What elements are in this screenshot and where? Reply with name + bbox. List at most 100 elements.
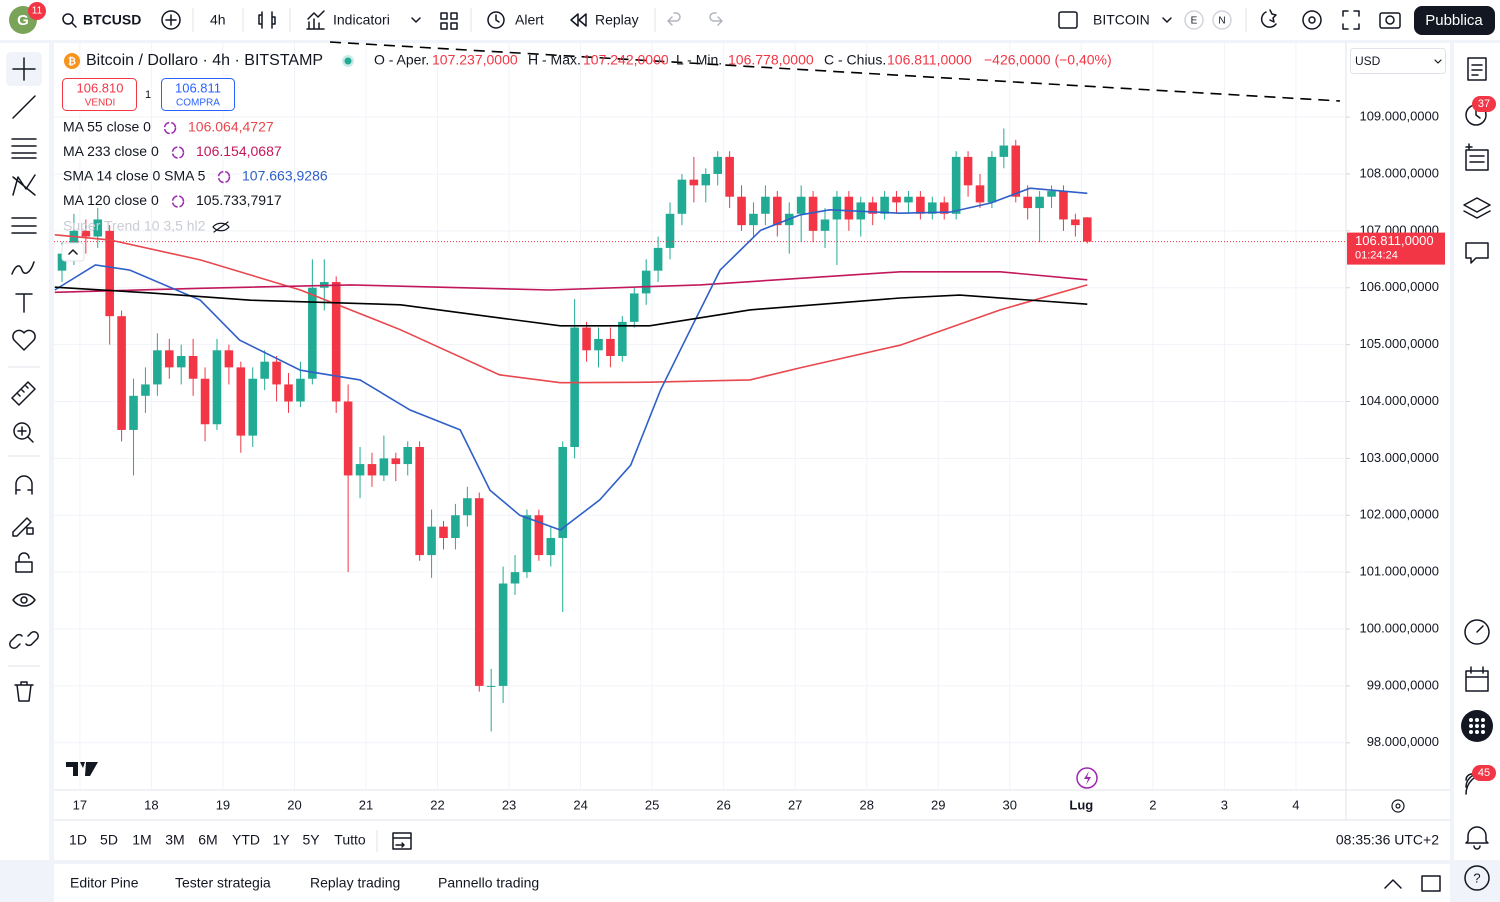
forecast-tool[interactable] (11, 217, 37, 234)
range-button[interactable]: 1D (69, 832, 87, 848)
news-panel[interactable] (1465, 143, 1489, 171)
magnet-tool[interactable] (15, 475, 33, 495)
symbol-search[interactable]: BTCUSD (83, 12, 141, 28)
brush-tool[interactable] (11, 261, 35, 275)
last-price-label: 106.811,0000 (1355, 233, 1434, 248)
y-tick-label: 101.000,0000 (1359, 564, 1439, 579)
candle-body (713, 156, 722, 174)
bottom-tab[interactable]: Tester strategia (175, 875, 271, 891)
pattern-tool[interactable] (12, 174, 36, 196)
indicator-sync-icon (171, 146, 185, 159)
quick-search-icon[interactable] (1260, 9, 1277, 28)
indicator-name[interactable]: MA 233 close 0 (63, 143, 159, 159)
currency-select[interactable] (1350, 48, 1446, 74)
axis-settings[interactable] (1391, 799, 1405, 813)
bottom-panel (54, 864, 1450, 902)
settings-icon[interactable] (1302, 10, 1322, 30)
layouts-icon[interactable] (440, 12, 458, 30)
n-badge[interactable] (1212, 10, 1232, 30)
chat-panel[interactable] (1465, 242, 1489, 264)
snapshot-icon[interactable] (1379, 12, 1401, 29)
visibility-tool[interactable] (12, 593, 36, 607)
delete-tool[interactable] (14, 681, 34, 702)
bottom-tab[interactable]: Editor Pine (70, 875, 139, 891)
candle-body (916, 196, 925, 214)
fullscreen-icon[interactable] (1342, 10, 1360, 30)
right-divider (1450, 40, 1454, 902)
indicator-name[interactable]: SMA 14 close 0 SMA 5 (63, 168, 206, 184)
range-button[interactable]: 3M (165, 832, 184, 848)
candle-body (546, 538, 556, 556)
compare-icon[interactable] (161, 10, 181, 30)
calendar-panel[interactable] (1465, 666, 1489, 692)
zoom-tool[interactable] (13, 422, 31, 440)
watchlist-button[interactable]: BITCOIN (1093, 12, 1150, 28)
redo-icon[interactable] (709, 12, 723, 26)
crosshair-tool[interactable] (12, 57, 36, 81)
range-button[interactable]: 5Y (302, 832, 320, 848)
candle-body (761, 196, 770, 214)
alerts-badge (1472, 96, 1496, 112)
replay-icon[interactable] (570, 13, 587, 27)
bottom-tab[interactable]: Pannello trading (438, 875, 539, 891)
link-tool[interactable] (9, 631, 39, 649)
dropdown-arrow (411, 17, 421, 23)
layers-panel[interactable] (1463, 197, 1491, 219)
lock-tool[interactable] (15, 552, 33, 573)
y-tick-label: 104.000,0000 (1359, 393, 1439, 408)
help-panel[interactable] (1464, 865, 1490, 891)
indicators-icon[interactable] (306, 10, 325, 30)
range-button[interactable]: 1M (132, 832, 151, 848)
indicator-value: 106.064,4727 (188, 119, 274, 135)
ruler-tool[interactable] (11, 381, 36, 406)
notifications-panel[interactable] (1465, 826, 1489, 850)
ohlc-open: 107.237,0000 (432, 52, 518, 68)
alert-button[interactable]: Alert (515, 12, 544, 28)
range-button[interactable]: 5D (100, 832, 118, 848)
trendline-tool[interactable] (12, 95, 36, 119)
icon-tool[interactable] (12, 329, 36, 351)
alert-icon[interactable] (487, 11, 505, 29)
undo-icon[interactable] (667, 12, 681, 26)
clock[interactable]: 08:35:36 UTC+2 (1336, 832, 1439, 848)
search-icon (71, 22, 77, 28)
buy-button[interactable] (161, 78, 235, 111)
ohlc-open-label: O - Aper. (374, 52, 429, 68)
indicator-name[interactable]: MA 55 close 0 (63, 119, 151, 135)
lock-drawing-tool[interactable] (12, 517, 34, 537)
candle-body (558, 447, 568, 539)
y-tick-label: 100.000,0000 (1359, 620, 1439, 635)
indicator-name[interactable]: MA 120 close 0 (63, 192, 159, 208)
candle-body (367, 464, 377, 476)
publish-button[interactable] (1414, 6, 1495, 35)
hidden-icon[interactable] (212, 221, 230, 233)
watchlist-icon[interactable] (1058, 11, 1078, 29)
range-button[interactable]: YTD (232, 832, 260, 848)
x-tick-label: Lug (1069, 797, 1093, 812)
e-badge[interactable] (1184, 10, 1204, 30)
chart-type-icon[interactable] (258, 11, 276, 29)
collapse-legend[interactable] (61, 242, 85, 262)
text-tool[interactable] (15, 293, 33, 313)
bottom-tab[interactable]: Replay trading (310, 875, 400, 891)
range-button[interactable]: 6M (198, 832, 217, 848)
fib-tool[interactable] (11, 138, 37, 159)
candle-body (796, 196, 806, 214)
top-divider (0, 40, 1500, 43)
indicators-button[interactable]: Indicatori (333, 12, 390, 28)
expand-panel[interactable] (1384, 879, 1402, 889)
dropdown-arrow (1434, 59, 1442, 64)
sell-button[interactable] (62, 78, 137, 111)
range-button[interactable]: 1Y (272, 832, 290, 848)
interval[interactable]: 4h (210, 12, 226, 28)
dropdown-arrow (1162, 17, 1172, 23)
watchlist-panel[interactable] (1467, 57, 1487, 81)
apps-dots (1469, 718, 1485, 734)
range-button[interactable]: Tutto (334, 832, 366, 848)
replay-button[interactable]: Replay (595, 12, 639, 28)
maximize-panel[interactable] (1421, 875, 1441, 892)
y-tick-label: 103.000,0000 (1359, 450, 1439, 465)
x-tick-label: 29 (931, 797, 945, 812)
screener-panel[interactable] (1464, 619, 1490, 645)
date-range-icon[interactable] (392, 832, 412, 850)
